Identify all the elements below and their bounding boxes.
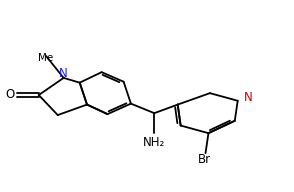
Text: N: N (243, 91, 252, 104)
Text: NH₂: NH₂ (143, 136, 166, 149)
Text: O: O (6, 88, 15, 101)
Text: Br: Br (198, 153, 211, 166)
Text: N: N (59, 67, 68, 80)
Text: Me: Me (39, 53, 54, 63)
